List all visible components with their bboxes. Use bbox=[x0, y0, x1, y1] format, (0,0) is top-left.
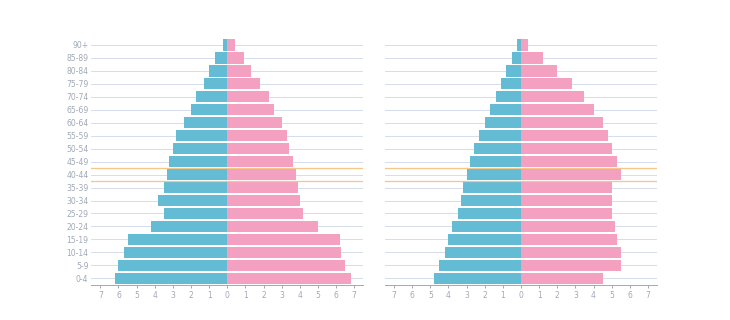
Bar bbox=[521, 169, 620, 180]
Bar bbox=[115, 273, 227, 284]
Bar bbox=[512, 52, 521, 64]
Bar bbox=[521, 208, 612, 219]
Bar bbox=[227, 78, 260, 90]
Bar bbox=[196, 91, 227, 102]
Bar bbox=[169, 156, 227, 167]
Bar bbox=[521, 260, 620, 271]
Bar bbox=[521, 91, 585, 102]
Bar bbox=[204, 78, 227, 90]
Bar bbox=[448, 234, 521, 245]
Bar bbox=[227, 169, 296, 180]
Bar bbox=[227, 52, 244, 64]
Bar bbox=[521, 273, 602, 284]
Bar bbox=[227, 182, 298, 193]
Bar bbox=[480, 130, 521, 141]
Bar bbox=[501, 78, 521, 90]
Bar bbox=[227, 39, 235, 51]
Bar bbox=[227, 208, 304, 219]
Bar bbox=[215, 52, 227, 64]
Bar bbox=[496, 91, 521, 102]
Bar bbox=[191, 104, 227, 116]
Bar bbox=[521, 221, 615, 232]
Bar bbox=[177, 130, 227, 141]
Bar bbox=[521, 143, 612, 154]
Bar bbox=[521, 234, 617, 245]
Bar bbox=[209, 65, 227, 76]
Bar bbox=[151, 221, 227, 232]
Bar bbox=[521, 182, 612, 193]
Bar bbox=[458, 208, 521, 219]
Bar bbox=[485, 117, 521, 128]
Bar bbox=[227, 195, 300, 206]
Bar bbox=[118, 260, 227, 271]
Bar bbox=[452, 221, 521, 232]
Bar bbox=[521, 52, 543, 64]
Bar bbox=[227, 156, 293, 167]
Bar bbox=[439, 260, 521, 271]
Bar bbox=[521, 156, 617, 167]
Bar bbox=[521, 247, 620, 258]
Bar bbox=[227, 130, 287, 141]
Bar bbox=[434, 273, 521, 284]
Bar bbox=[490, 104, 521, 116]
Bar bbox=[521, 117, 602, 128]
Bar bbox=[227, 247, 342, 258]
Bar bbox=[128, 234, 227, 245]
Bar bbox=[227, 221, 318, 232]
Bar bbox=[521, 104, 593, 116]
Bar bbox=[124, 247, 227, 258]
Bar bbox=[445, 247, 521, 258]
Bar bbox=[167, 169, 227, 180]
Bar bbox=[518, 39, 521, 51]
Bar bbox=[227, 234, 339, 245]
Bar bbox=[521, 39, 529, 51]
Bar bbox=[463, 182, 521, 193]
Bar bbox=[521, 78, 572, 90]
Bar bbox=[470, 156, 521, 167]
Bar bbox=[158, 195, 227, 206]
Bar bbox=[184, 117, 227, 128]
Bar bbox=[164, 208, 227, 219]
Bar bbox=[474, 143, 521, 154]
Bar bbox=[466, 169, 521, 180]
Bar bbox=[227, 273, 350, 284]
Bar bbox=[507, 65, 521, 76]
Bar bbox=[227, 65, 251, 76]
Bar bbox=[173, 143, 227, 154]
Bar bbox=[227, 104, 274, 116]
Bar bbox=[164, 182, 227, 193]
Bar bbox=[521, 195, 612, 206]
Bar bbox=[227, 143, 289, 154]
Bar bbox=[227, 117, 282, 128]
Bar bbox=[223, 39, 227, 51]
Bar bbox=[521, 130, 608, 141]
Bar bbox=[227, 91, 269, 102]
Bar bbox=[521, 65, 557, 76]
Bar bbox=[227, 260, 345, 271]
Bar bbox=[461, 195, 521, 206]
